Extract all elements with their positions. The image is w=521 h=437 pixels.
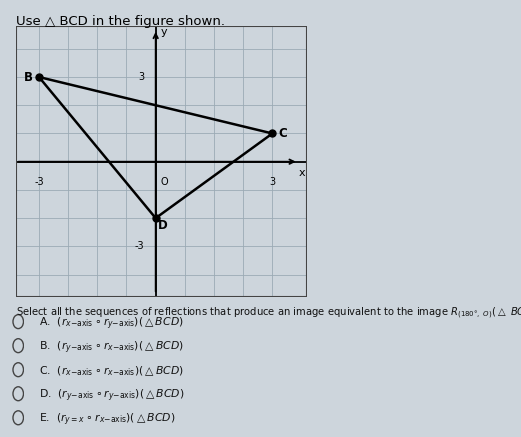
Text: C.  $(r_{x\mathsf{-axis}} \circ r_{x\mathsf{-axis}})(\triangle BCD)$: C. $(r_{x\mathsf{-axis}} \circ r_{x\math… <box>39 364 184 378</box>
Text: A.  $(r_{x\mathsf{-axis}} \circ r_{y\mathsf{-axis}})(\triangle BCD)$: A. $(r_{x\mathsf{-axis}} \circ r_{y\math… <box>39 315 184 332</box>
Text: -3: -3 <box>134 241 144 251</box>
Text: 3: 3 <box>138 72 144 82</box>
Text: 3: 3 <box>269 177 276 187</box>
Text: Select all the sequences of reflections that produce an image equivalent to the : Select all the sequences of reflections … <box>16 306 521 321</box>
Text: B.  $(r_{y\mathsf{-axis}} \circ r_{x\mathsf{-axis}})(\triangle BCD)$: B. $(r_{y\mathsf{-axis}} \circ r_{x\math… <box>39 339 184 356</box>
Text: y: y <box>161 27 168 37</box>
Text: Use △ BCD in the figure shown.: Use △ BCD in the figure shown. <box>16 15 225 28</box>
Text: D.  $(r_{y\mathsf{-axis}} \circ r_{y\mathsf{-axis}})(\triangle BCD)$: D. $(r_{y\mathsf{-axis}} \circ r_{y\math… <box>39 387 185 404</box>
Text: x: x <box>298 168 305 178</box>
Bar <box>16 26 307 297</box>
Text: E.  $(r_{y=x} \circ r_{x\mathsf{-axis}})(\triangle BCD)$: E. $(r_{y=x} \circ r_{x\mathsf{-axis}})(… <box>39 411 176 428</box>
Text: B: B <box>24 70 33 83</box>
Text: C: C <box>278 127 287 140</box>
Text: O: O <box>160 177 168 187</box>
Text: D: D <box>158 218 168 232</box>
Text: -3: -3 <box>34 177 44 187</box>
